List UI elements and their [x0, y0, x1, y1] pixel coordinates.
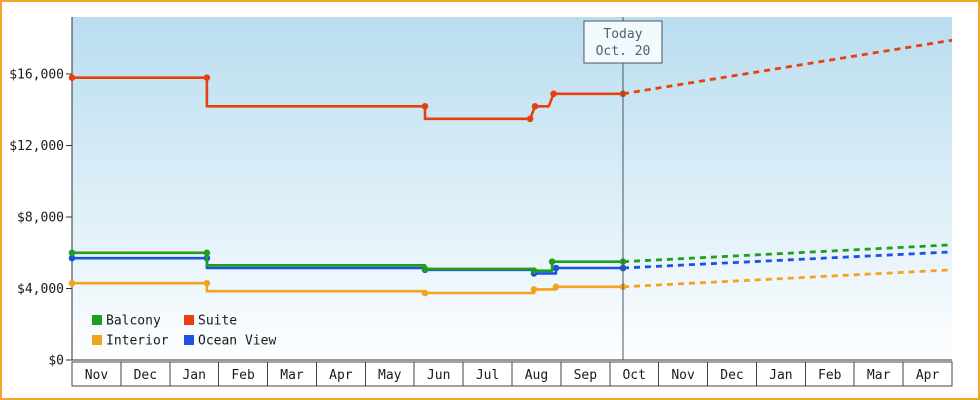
month-label: May — [378, 368, 402, 383]
month-label: Sep — [574, 368, 598, 383]
month-label: Jun — [427, 368, 450, 383]
data-point-suite — [68, 74, 76, 81]
data-point-suite — [550, 90, 557, 98]
y-axis: $0 $4,000 $8,000 $12,000 $16,000 — [9, 68, 72, 369]
y-tick-label: $16,000 — [9, 68, 64, 83]
data-point-interior — [552, 283, 560, 291]
today-box — [583, 20, 663, 64]
today-date: Oct. 20 — [596, 44, 651, 59]
series-balcony-line — [70, 251, 625, 273]
today-marker: Today Oct. 20 — [583, 17, 663, 360]
month-label: Apr — [329, 368, 353, 383]
axis-lines — [71, 17, 952, 361]
y-tick-label: $8,000 — [17, 211, 64, 226]
data-point-balcony — [530, 267, 538, 275]
x-axis-month-row: Nov Dec Jan Feb Mar Apr May Jun Jul Aug Sep Oct Nov D… — [71, 361, 953, 387]
series-suite-line — [70, 76, 625, 121]
legend-swatch-ocean-view — [184, 335, 194, 345]
month-label: Feb — [231, 368, 255, 383]
y-tick-label: $4,000 — [17, 282, 64, 297]
month-cell — [902, 361, 953, 387]
data-point-balcony — [203, 249, 211, 257]
data-point-ocean-view — [68, 254, 76, 262]
data-point-suite — [531, 103, 539, 110]
data-point-ocean-view — [552, 264, 560, 272]
month-label: Apr — [916, 368, 940, 383]
month-label: Oct — [622, 368, 645, 383]
legend-label: Ocean View — [198, 334, 276, 349]
data-point-interior — [68, 279, 76, 287]
legend: Balcony Suite Interior Ocean View — [92, 314, 276, 349]
data-point-balcony — [548, 258, 556, 266]
plot-area — [72, 17, 952, 360]
month-cell — [755, 361, 806, 387]
month-label: Dec — [134, 368, 157, 383]
legend-swatch-suite — [184, 315, 194, 325]
series-lines — [68, 38, 953, 297]
data-point-balcony — [68, 249, 76, 257]
series-suite-projection — [622, 38, 953, 96]
month-label: Aug — [525, 368, 548, 383]
month-cell — [267, 361, 317, 387]
today-label: Today — [603, 27, 642, 42]
month-label: Dec — [720, 368, 743, 383]
y-tick-label: $0 — [48, 354, 64, 369]
data-point-suite — [203, 74, 211, 81]
month-label: Jan — [769, 368, 792, 383]
legend-label: Interior — [106, 334, 169, 349]
data-point-interior — [421, 289, 429, 297]
legend-label: Suite — [198, 314, 237, 329]
month-label: Nov — [671, 368, 695, 383]
legend-swatch-interior — [92, 335, 102, 345]
legend-swatch-balcony — [92, 315, 102, 325]
month-label: Feb — [818, 368, 842, 383]
month-cell — [658, 361, 709, 387]
month-cell — [804, 361, 855, 387]
month-cell — [169, 361, 220, 387]
month-cell — [560, 361, 611, 387]
month-label: Jul — [476, 368, 499, 383]
data-point-suite — [526, 115, 534, 123]
data-point-suite — [421, 103, 429, 110]
month-label: Mar — [280, 368, 304, 383]
month-label: Nov — [85, 368, 109, 383]
month-cell — [364, 361, 415, 387]
month-cell — [462, 361, 513, 387]
data-point-interior — [203, 279, 211, 287]
month-label: Jan — [182, 368, 205, 383]
data-point-interior — [530, 286, 538, 293]
month-label: Mar — [867, 368, 891, 383]
y-tick-label: $12,000 — [9, 139, 64, 154]
data-point-balcony — [421, 265, 429, 273]
legend-label: Balcony — [106, 314, 161, 329]
